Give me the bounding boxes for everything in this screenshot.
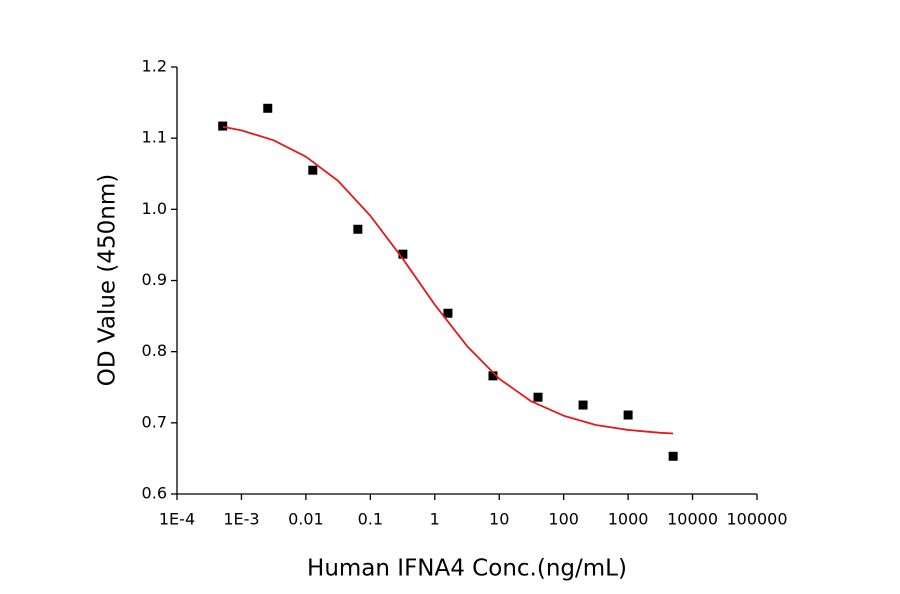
x-tick-label: 100 [548, 510, 579, 529]
data-point [443, 308, 453, 318]
x-tick-label: 1E-3 [223, 510, 259, 529]
data-point [353, 224, 363, 234]
data-point [263, 103, 273, 113]
data-point [578, 400, 588, 410]
x-tick-label: 0.01 [288, 510, 324, 529]
y-tick-label: 0.7 [142, 412, 167, 431]
x-tick-label: 10000 [667, 510, 718, 529]
x-tick-label: 0.1 [358, 510, 383, 529]
data-point [308, 165, 318, 175]
data-point [533, 392, 543, 402]
x-tick-label: 1000 [608, 510, 649, 529]
y-tick-label: 0.8 [142, 341, 167, 360]
y-tick-label: 1.0 [142, 199, 167, 218]
x-axis-title: Human IFNA4 Conc.(ng/mL) [307, 556, 627, 582]
x-tick-label: 1 [430, 510, 440, 529]
y-tick-label: 1.1 [142, 128, 167, 147]
data-point [668, 451, 678, 461]
x-tick-label: 10 [489, 510, 509, 529]
x-tick-label: 100000 [726, 510, 787, 529]
y-tick-label: 1.2 [142, 57, 167, 76]
data-point [398, 249, 408, 259]
data-point [488, 371, 498, 381]
y-axis-title: OD Value (450nm) [95, 174, 121, 386]
data-point [218, 121, 228, 131]
x-tick-label: 1E-4 [159, 510, 195, 529]
y-tick-label: 0.9 [142, 270, 167, 289]
y-tick-label: 0.6 [142, 484, 167, 503]
fit-curve [222, 125, 674, 435]
data-point [623, 410, 633, 420]
